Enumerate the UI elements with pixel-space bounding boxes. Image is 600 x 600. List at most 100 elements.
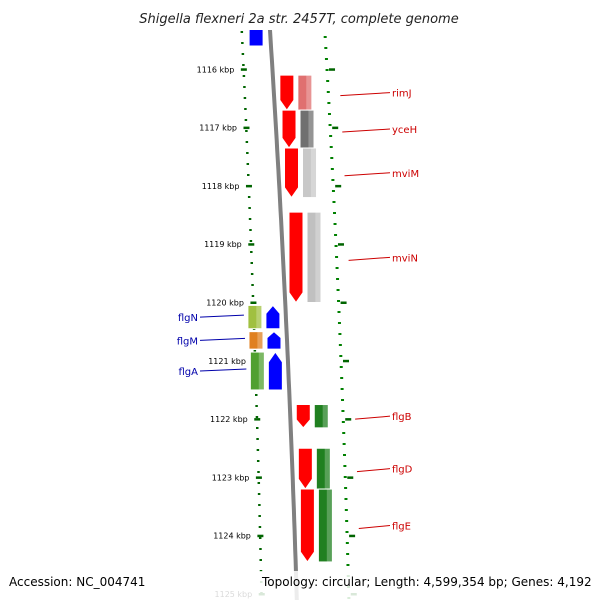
gc-plot-dot xyxy=(335,267,339,269)
gc-plot-dot xyxy=(331,190,335,192)
gene-label-leader xyxy=(199,337,246,341)
gene-arrow xyxy=(299,488,315,563)
scale-dot xyxy=(247,174,250,176)
gene-track-block xyxy=(302,147,318,199)
scale-dot xyxy=(248,218,252,220)
scale-dot xyxy=(250,251,253,253)
gene-label-flgD: flgD xyxy=(392,465,413,476)
backbone-line xyxy=(266,0,299,600)
kbp-tick-mark xyxy=(240,68,247,71)
gc-plot-dot xyxy=(331,179,335,181)
gc-plot-dot xyxy=(342,432,346,434)
gene-track-block xyxy=(248,331,264,350)
gc-tick-mark xyxy=(340,301,347,304)
gene-track-shade xyxy=(308,110,315,149)
scale-dot xyxy=(245,130,248,132)
kbp-tick-label: 1124 kbp xyxy=(213,532,251,541)
accession-text: Accession: NC_004741 xyxy=(9,575,145,589)
kbp-tick-label: 1119 kbp xyxy=(204,240,242,249)
gene-label-mviM: mviM xyxy=(392,169,419,180)
gene-track-block xyxy=(249,351,265,391)
scale-dot xyxy=(245,141,249,143)
gene-arrow xyxy=(297,447,313,490)
scale-dot xyxy=(251,295,255,297)
gene-label-flgB: flgB xyxy=(392,412,412,423)
kbp-tick-mark xyxy=(243,126,250,130)
gc-plot-dot xyxy=(339,355,343,357)
scale-dot xyxy=(258,537,262,539)
gc-plot-dot xyxy=(336,289,340,291)
gc-plot-dot xyxy=(337,300,341,302)
gc-plot-dot xyxy=(329,146,333,148)
kbp-tick-mark xyxy=(245,184,252,188)
gene-track-shade xyxy=(258,352,265,390)
gc-plot-dot xyxy=(339,366,343,368)
kbp-tick-mark xyxy=(255,476,262,479)
gene-track-shade xyxy=(315,212,321,303)
scale-dot xyxy=(257,471,260,473)
gc-plot-dot xyxy=(328,124,332,126)
gene-label-yceH: yceH xyxy=(392,125,417,136)
gene-track-shade xyxy=(326,489,333,562)
gene-track-block xyxy=(306,211,322,303)
scale-dot xyxy=(250,262,253,264)
gene-label-flgN: flgN xyxy=(178,313,198,324)
gc-plot-dot xyxy=(327,102,331,104)
kbp-tick-label: 1118 kbp xyxy=(202,182,240,191)
gene-track-block xyxy=(313,404,329,429)
gc-plot-dot xyxy=(344,487,348,489)
gene-label-leader xyxy=(340,92,391,97)
gc-plot-dot xyxy=(337,322,341,324)
gene-label-flgE: flgE xyxy=(392,521,411,532)
gc-plot-dot xyxy=(343,476,347,478)
gc-plot-dot xyxy=(329,135,333,137)
gc-plot-dot xyxy=(343,454,347,456)
gene-label-leader xyxy=(356,468,391,473)
gc-plot-dot xyxy=(324,58,328,60)
gc-plot-dot xyxy=(346,553,350,555)
gc-plot-dot xyxy=(342,443,346,445)
scale-dot xyxy=(259,548,262,550)
scale-dot xyxy=(250,273,254,275)
gene-arrow xyxy=(295,404,311,429)
scale-dot xyxy=(257,482,261,484)
gene-label-mviN: mviN xyxy=(392,253,418,264)
scale-dot xyxy=(253,350,257,352)
gc-tick-mark xyxy=(345,418,352,421)
gene-arrow xyxy=(284,147,300,199)
gc-plot-dot xyxy=(326,80,330,82)
gc-plot-dot xyxy=(344,509,348,511)
gc-plot-dot xyxy=(344,498,348,500)
scale-dot xyxy=(249,240,253,242)
gc-tick-mark xyxy=(329,68,336,71)
gc-plot-dot xyxy=(326,91,330,93)
gc-plot-dot xyxy=(345,531,349,533)
gc-plot-dot xyxy=(346,564,350,566)
scale-dot xyxy=(257,493,261,495)
gene-track-block xyxy=(317,488,333,563)
scale-dot xyxy=(256,460,260,462)
gene-track-shade xyxy=(322,404,329,428)
gc-plot-dot xyxy=(333,223,337,225)
gc-plot-dot xyxy=(341,421,345,423)
kbp-tick-label: 1120 kbp xyxy=(206,299,244,308)
gc-plot-dot xyxy=(341,410,345,412)
scale-dot xyxy=(255,416,259,418)
kbp-tick-label: 1117 kbp xyxy=(199,124,237,133)
gc-plot-dot xyxy=(340,377,344,379)
gc-plot-dot xyxy=(334,245,338,247)
genes-layer xyxy=(247,0,333,563)
gc-plot-dot xyxy=(330,157,334,159)
gene-track-shade xyxy=(306,75,312,111)
gc-tick-mark xyxy=(332,126,339,130)
gc-plot-dot xyxy=(332,201,336,203)
gene-label-leader xyxy=(199,314,244,318)
gene-arrow xyxy=(279,74,295,111)
gene-label-flgM: flgM xyxy=(177,336,198,347)
scale-dot xyxy=(259,559,262,561)
scale-dot xyxy=(255,405,258,407)
kbp-tick-label: 1122 kbp xyxy=(210,415,248,424)
gc-tick-mark xyxy=(337,243,344,246)
